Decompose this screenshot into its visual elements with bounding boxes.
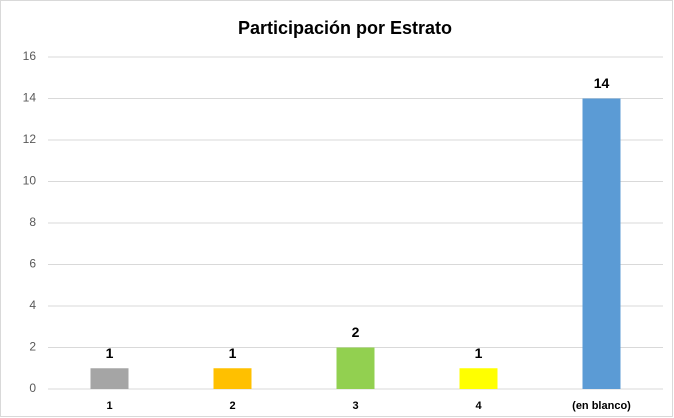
bar xyxy=(582,98,621,389)
data-label: 1 xyxy=(229,345,237,361)
y-tick-label: 16 xyxy=(23,49,37,63)
y-tick-label: 12 xyxy=(23,132,37,146)
bar xyxy=(90,368,129,389)
y-tick-label: 6 xyxy=(29,257,36,271)
y-tick-label: 14 xyxy=(23,91,37,105)
y-tick-label: 4 xyxy=(29,298,36,312)
bar xyxy=(459,368,498,389)
data-label: 1 xyxy=(106,345,114,361)
data-label: 2 xyxy=(352,324,360,340)
y-tick-label: 2 xyxy=(29,340,36,354)
x-tick-label: 2 xyxy=(229,400,235,412)
data-label: 14 xyxy=(594,75,610,91)
data-label: 1 xyxy=(475,345,483,361)
x-tick-label: 4 xyxy=(475,400,482,412)
bar xyxy=(336,347,375,389)
y-tick-label: 8 xyxy=(29,215,36,229)
y-tick-label: 0 xyxy=(29,381,36,395)
y-tick-label: 10 xyxy=(23,174,37,188)
bar xyxy=(213,368,252,389)
x-tick-label: (en blanco) xyxy=(572,400,631,412)
chart-title: Participación por Estrato xyxy=(238,18,452,38)
x-tick-label: 3 xyxy=(352,400,358,412)
x-tick-label: 1 xyxy=(106,400,112,412)
